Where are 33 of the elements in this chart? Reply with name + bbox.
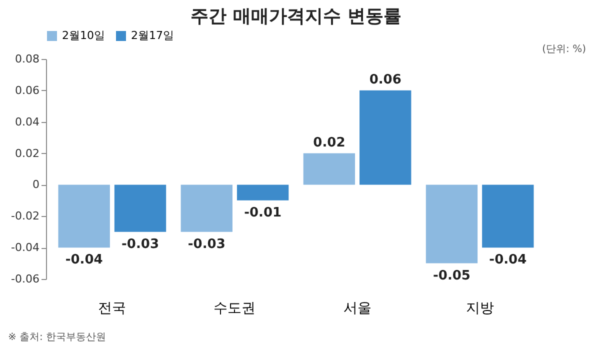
x-tick-label: 전국 <box>98 300 126 316</box>
bar <box>482 184 534 248</box>
bar <box>180 184 232 232</box>
y-tick-label: -0.06 <box>11 272 40 286</box>
bar <box>426 184 478 264</box>
data-label: -0.04 <box>489 252 527 268</box>
x-tick-label: 지방 <box>466 300 494 316</box>
y-tick-label: 0.02 <box>15 146 40 160</box>
bar <box>114 184 166 232</box>
data-label: -0.03 <box>122 236 160 252</box>
bar <box>303 153 356 185</box>
bar <box>236 184 289 200</box>
data-label: -0.01 <box>244 205 282 220</box>
y-tick-label: -0.02 <box>11 210 40 223</box>
data-label: 0.06 <box>369 72 402 88</box>
legend-label: 2월10일 <box>62 29 105 42</box>
data-label: -0.04 <box>65 252 103 268</box>
bar <box>58 184 110 248</box>
text: (단위: %) <box>542 43 586 56</box>
y-tick-label: -0.04 <box>11 241 40 254</box>
y-tick-label: 0.06 <box>15 84 40 97</box>
chart-title: 주간 매매가격지수 변동률 <box>190 6 402 27</box>
data-label: -0.03 <box>188 236 226 252</box>
y-tick-label: 0.04 <box>15 115 40 128</box>
legend-label: 2월17일 <box>131 29 174 42</box>
y-tick-label: 0 <box>32 178 40 192</box>
x-tick-label: 수도권 <box>214 300 256 316</box>
bar <box>360 90 412 185</box>
y-tick-label: 0.08 <box>15 52 40 66</box>
text: ※ 출처: 한국부동산원 <box>8 331 106 344</box>
data-label: -0.05 <box>432 268 470 284</box>
data-label: 0.02 <box>313 135 346 150</box>
x-tick-label: 서울 <box>343 300 372 316</box>
